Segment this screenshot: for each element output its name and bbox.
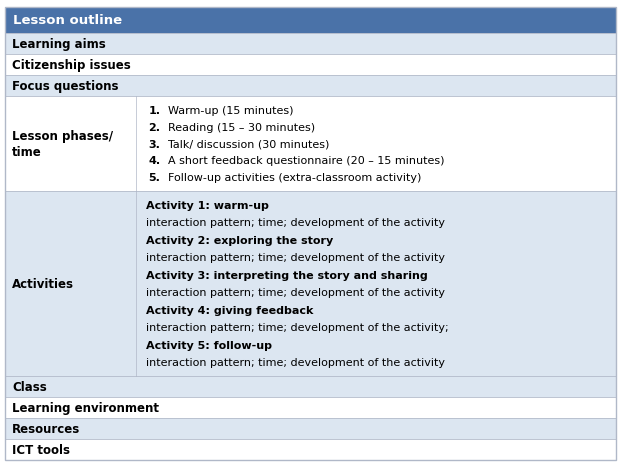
Text: 4.: 4. [148, 156, 160, 166]
Text: Activity 5: follow-up: Activity 5: follow-up [147, 340, 273, 350]
Bar [5, 439, 616, 460]
Text: Learning environment: Learning environment [12, 401, 159, 414]
Bar [5, 97, 616, 192]
Bar [5, 55, 616, 76]
Text: Activity 2: exploring the story: Activity 2: exploring the story [147, 235, 333, 245]
Text: Activity 3: interpreting the story and sharing: Activity 3: interpreting the story and s… [147, 270, 428, 280]
Text: Resources: Resources [12, 422, 80, 435]
Text: Activity 1: warm-up: Activity 1: warm-up [147, 200, 270, 210]
Text: Citizenship issues: Citizenship issues [12, 59, 131, 72]
Text: ICT tools: ICT tools [12, 443, 70, 456]
Text: 2.: 2. [148, 123, 160, 132]
Text: interaction pattern; time; development of the activity;: interaction pattern; time; development o… [147, 323, 449, 332]
Bar [5, 418, 616, 439]
Bar [5, 192, 616, 376]
Text: interaction pattern; time; development of the activity: interaction pattern; time; development o… [147, 288, 445, 298]
Text: Warm-up (15 minutes): Warm-up (15 minutes) [168, 106, 294, 116]
Bar [5, 397, 616, 418]
Bar [5, 76, 616, 97]
Text: Follow-up activities (extra-classroom activity): Follow-up activities (extra-classroom ac… [168, 172, 422, 182]
Text: interaction pattern; time; development of the activity: interaction pattern; time; development o… [147, 357, 445, 368]
Text: Talk/ discussion (30 minutes): Talk/ discussion (30 minutes) [168, 139, 330, 149]
Text: interaction pattern; time; development of the activity: interaction pattern; time; development o… [147, 218, 445, 228]
Text: A short feedback questionnaire (20 – 15 minutes): A short feedback questionnaire (20 – 15 … [168, 156, 445, 166]
Text: 3.: 3. [148, 139, 160, 149]
Text: Activities: Activities [12, 277, 74, 290]
Text: Focus questions: Focus questions [12, 80, 119, 93]
Bar [5, 34, 616, 55]
Bar [5, 8, 616, 34]
Text: Learning aims: Learning aims [12, 38, 106, 51]
Text: 1.: 1. [148, 106, 160, 116]
Text: interaction pattern; time; development of the activity: interaction pattern; time; development o… [147, 253, 445, 263]
Text: Reading (15 – 30 minutes): Reading (15 – 30 minutes) [168, 123, 315, 132]
Text: Class: Class [12, 380, 47, 393]
Text: Lesson phases/
time: Lesson phases/ time [12, 130, 113, 159]
Bar [5, 376, 616, 397]
Text: 5.: 5. [148, 172, 160, 182]
Text: Activity 4: giving feedback: Activity 4: giving feedback [147, 305, 314, 315]
Text: Lesson outline: Lesson outline [13, 14, 122, 27]
